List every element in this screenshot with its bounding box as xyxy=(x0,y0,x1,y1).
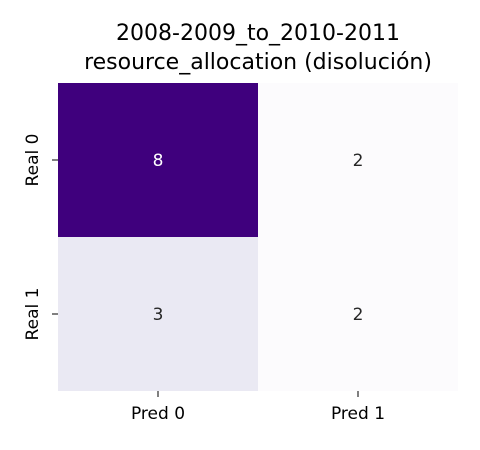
cell-value-r1-c1: 2 xyxy=(353,305,364,325)
y-tick-label: Real 1 xyxy=(23,288,43,341)
chart-title-line-1: 2008-2009_to_2010-2011 xyxy=(116,21,400,46)
x-tick-label: Pred 1 xyxy=(331,404,385,424)
x-tick-label: Pred 0 xyxy=(131,404,185,424)
y-tick-label: Real 0 xyxy=(23,134,43,187)
heatmap-cells: 8 2 3 2 xyxy=(58,83,458,391)
cell-value-r0-c1: 2 xyxy=(353,151,364,171)
chart-title-line-2: resource_allocation (disolución) xyxy=(84,50,432,75)
heatmap-cell-r0-c1 xyxy=(258,83,458,237)
axis-ticks: Pred 0 Pred 1 Real 0 Real 1 xyxy=(23,134,385,424)
heatmap-cell-r1-c0 xyxy=(58,237,258,391)
heatmap-cell-r0-c0 xyxy=(58,83,258,237)
heatmap-cell-r1-c1 xyxy=(258,237,458,391)
cell-value-r0-c0: 8 xyxy=(153,151,164,171)
cell-value-r1-c0: 3 xyxy=(153,305,164,325)
